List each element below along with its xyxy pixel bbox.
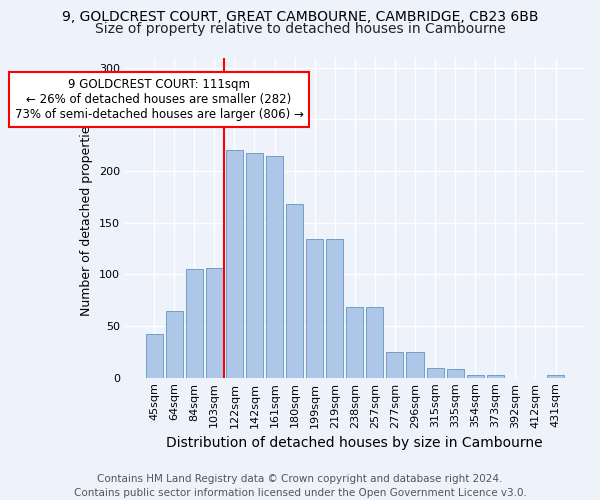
Bar: [166, 310, 182, 378]
Bar: [266, 156, 283, 378]
Text: 9 GOLDCREST COURT: 111sqm
← 26% of detached houses are smaller (282)
73% of semi: 9 GOLDCREST COURT: 111sqm ← 26% of detac…: [14, 78, 304, 121]
Bar: [146, 334, 163, 378]
Y-axis label: Number of detached properties: Number of detached properties: [80, 119, 93, 316]
Bar: [406, 352, 424, 378]
Bar: [306, 240, 323, 378]
Bar: [206, 268, 223, 378]
Bar: [185, 269, 203, 378]
Bar: [226, 150, 243, 378]
Bar: [386, 352, 403, 378]
Text: Size of property relative to detached houses in Cambourne: Size of property relative to detached ho…: [95, 22, 505, 36]
Bar: [427, 368, 443, 378]
Bar: [446, 370, 464, 378]
Text: 9, GOLDCREST COURT, GREAT CAMBOURNE, CAMBRIDGE, CB23 6BB: 9, GOLDCREST COURT, GREAT CAMBOURNE, CAM…: [62, 10, 538, 24]
Bar: [367, 308, 383, 378]
Bar: [286, 204, 303, 378]
X-axis label: Distribution of detached houses by size in Cambourne: Distribution of detached houses by size …: [166, 436, 543, 450]
Bar: [326, 240, 343, 378]
Bar: [487, 374, 504, 378]
Bar: [246, 152, 263, 378]
Bar: [346, 308, 364, 378]
Bar: [467, 374, 484, 378]
Text: Contains HM Land Registry data © Crown copyright and database right 2024.
Contai: Contains HM Land Registry data © Crown c…: [74, 474, 526, 498]
Bar: [547, 374, 564, 378]
